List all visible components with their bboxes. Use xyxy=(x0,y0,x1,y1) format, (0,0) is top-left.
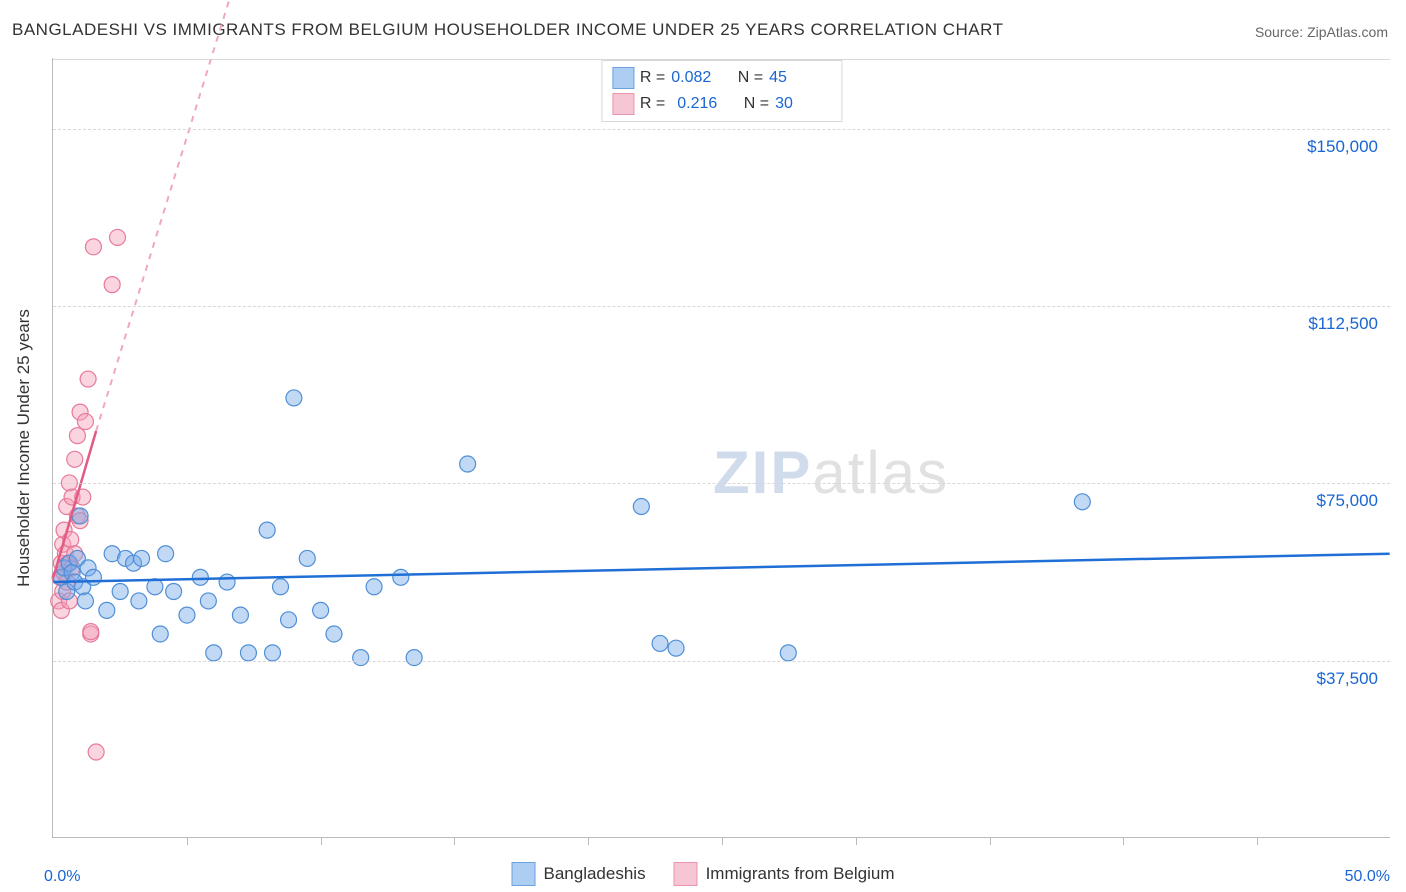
trend-line xyxy=(96,0,240,431)
legend-series: Bangladeshis Immigrants from Belgium xyxy=(511,862,894,886)
data-point xyxy=(299,550,315,566)
x-tick xyxy=(454,837,455,845)
data-point xyxy=(85,569,101,585)
data-point xyxy=(313,602,329,618)
y-tick-label: $112,500 xyxy=(1308,314,1378,334)
chart-container: BANGLADESHI VS IMMIGRANTS FROM BELGIUM H… xyxy=(0,0,1406,892)
data-point xyxy=(77,593,93,609)
data-point xyxy=(179,607,195,623)
x-tick xyxy=(722,837,723,845)
x-tick xyxy=(1257,837,1258,845)
data-point xyxy=(281,612,297,628)
y-axis-label: Householder Income Under 25 years xyxy=(4,58,44,838)
x-tick xyxy=(588,837,589,845)
data-point xyxy=(77,414,93,430)
legend-stats: R = 0.082 N = 45 R = 0.216 N = 30 xyxy=(601,60,842,122)
data-point xyxy=(104,277,120,293)
data-point xyxy=(460,456,476,472)
x-tick xyxy=(1123,837,1124,845)
x-tick xyxy=(856,837,857,845)
gridline xyxy=(53,661,1390,662)
data-point xyxy=(110,229,126,245)
data-point xyxy=(259,522,275,538)
x-axis-min-label: 0.0% xyxy=(44,868,80,886)
legend-item: Bangladeshis xyxy=(511,862,645,886)
gridline xyxy=(53,483,1390,484)
data-point xyxy=(353,650,369,666)
data-point xyxy=(286,390,302,406)
x-axis-max-label: 50.0% xyxy=(1345,868,1390,886)
data-point xyxy=(652,635,668,651)
legend-stats-row: R = 0.216 N = 30 xyxy=(612,91,831,117)
data-point xyxy=(152,626,168,642)
data-point xyxy=(88,744,104,760)
scatter-svg xyxy=(53,58,1390,837)
data-point xyxy=(131,593,147,609)
data-point xyxy=(134,550,150,566)
data-point xyxy=(1074,494,1090,510)
data-point xyxy=(192,569,208,585)
data-point xyxy=(393,569,409,585)
data-point xyxy=(265,645,281,661)
gridline xyxy=(53,306,1390,307)
data-point xyxy=(158,546,174,562)
legend-swatch xyxy=(612,93,634,115)
gridline xyxy=(53,59,1390,60)
data-point xyxy=(219,574,235,590)
legend-stats-row: R = 0.082 N = 45 xyxy=(612,65,831,91)
data-point xyxy=(780,645,796,661)
source-label: Source: ZipAtlas.com xyxy=(1255,24,1388,40)
legend-item: Immigrants from Belgium xyxy=(674,862,895,886)
data-point xyxy=(85,239,101,255)
trend-line xyxy=(53,554,1389,582)
y-tick-label: $37,500 xyxy=(1317,669,1378,689)
data-point xyxy=(83,624,99,640)
data-point xyxy=(232,607,248,623)
legend-swatch xyxy=(612,67,634,89)
data-point xyxy=(200,593,216,609)
legend-swatch xyxy=(511,862,535,886)
data-point xyxy=(69,428,85,444)
data-point xyxy=(112,584,128,600)
data-point xyxy=(633,499,649,515)
x-tick xyxy=(321,837,322,845)
gridline xyxy=(53,129,1390,130)
chart-title: BANGLADESHI VS IMMIGRANTS FROM BELGIUM H… xyxy=(12,20,1004,40)
data-point xyxy=(206,645,222,661)
data-point xyxy=(166,584,182,600)
legend-swatch xyxy=(674,862,698,886)
x-tick xyxy=(990,837,991,845)
data-point xyxy=(366,579,382,595)
x-tick xyxy=(187,837,188,845)
plot-area: ZIPatlas R = 0.082 N = 45 R = 0.216 N = … xyxy=(52,58,1390,838)
data-point xyxy=(668,640,684,656)
y-tick-label: $150,000 xyxy=(1307,137,1378,157)
data-point xyxy=(273,579,289,595)
data-point xyxy=(67,451,83,467)
y-tick-label: $75,000 xyxy=(1317,491,1378,511)
data-point xyxy=(326,626,342,642)
data-point xyxy=(240,645,256,661)
data-point xyxy=(80,371,96,387)
data-point xyxy=(406,650,422,666)
data-point xyxy=(72,508,88,524)
data-point xyxy=(99,602,115,618)
